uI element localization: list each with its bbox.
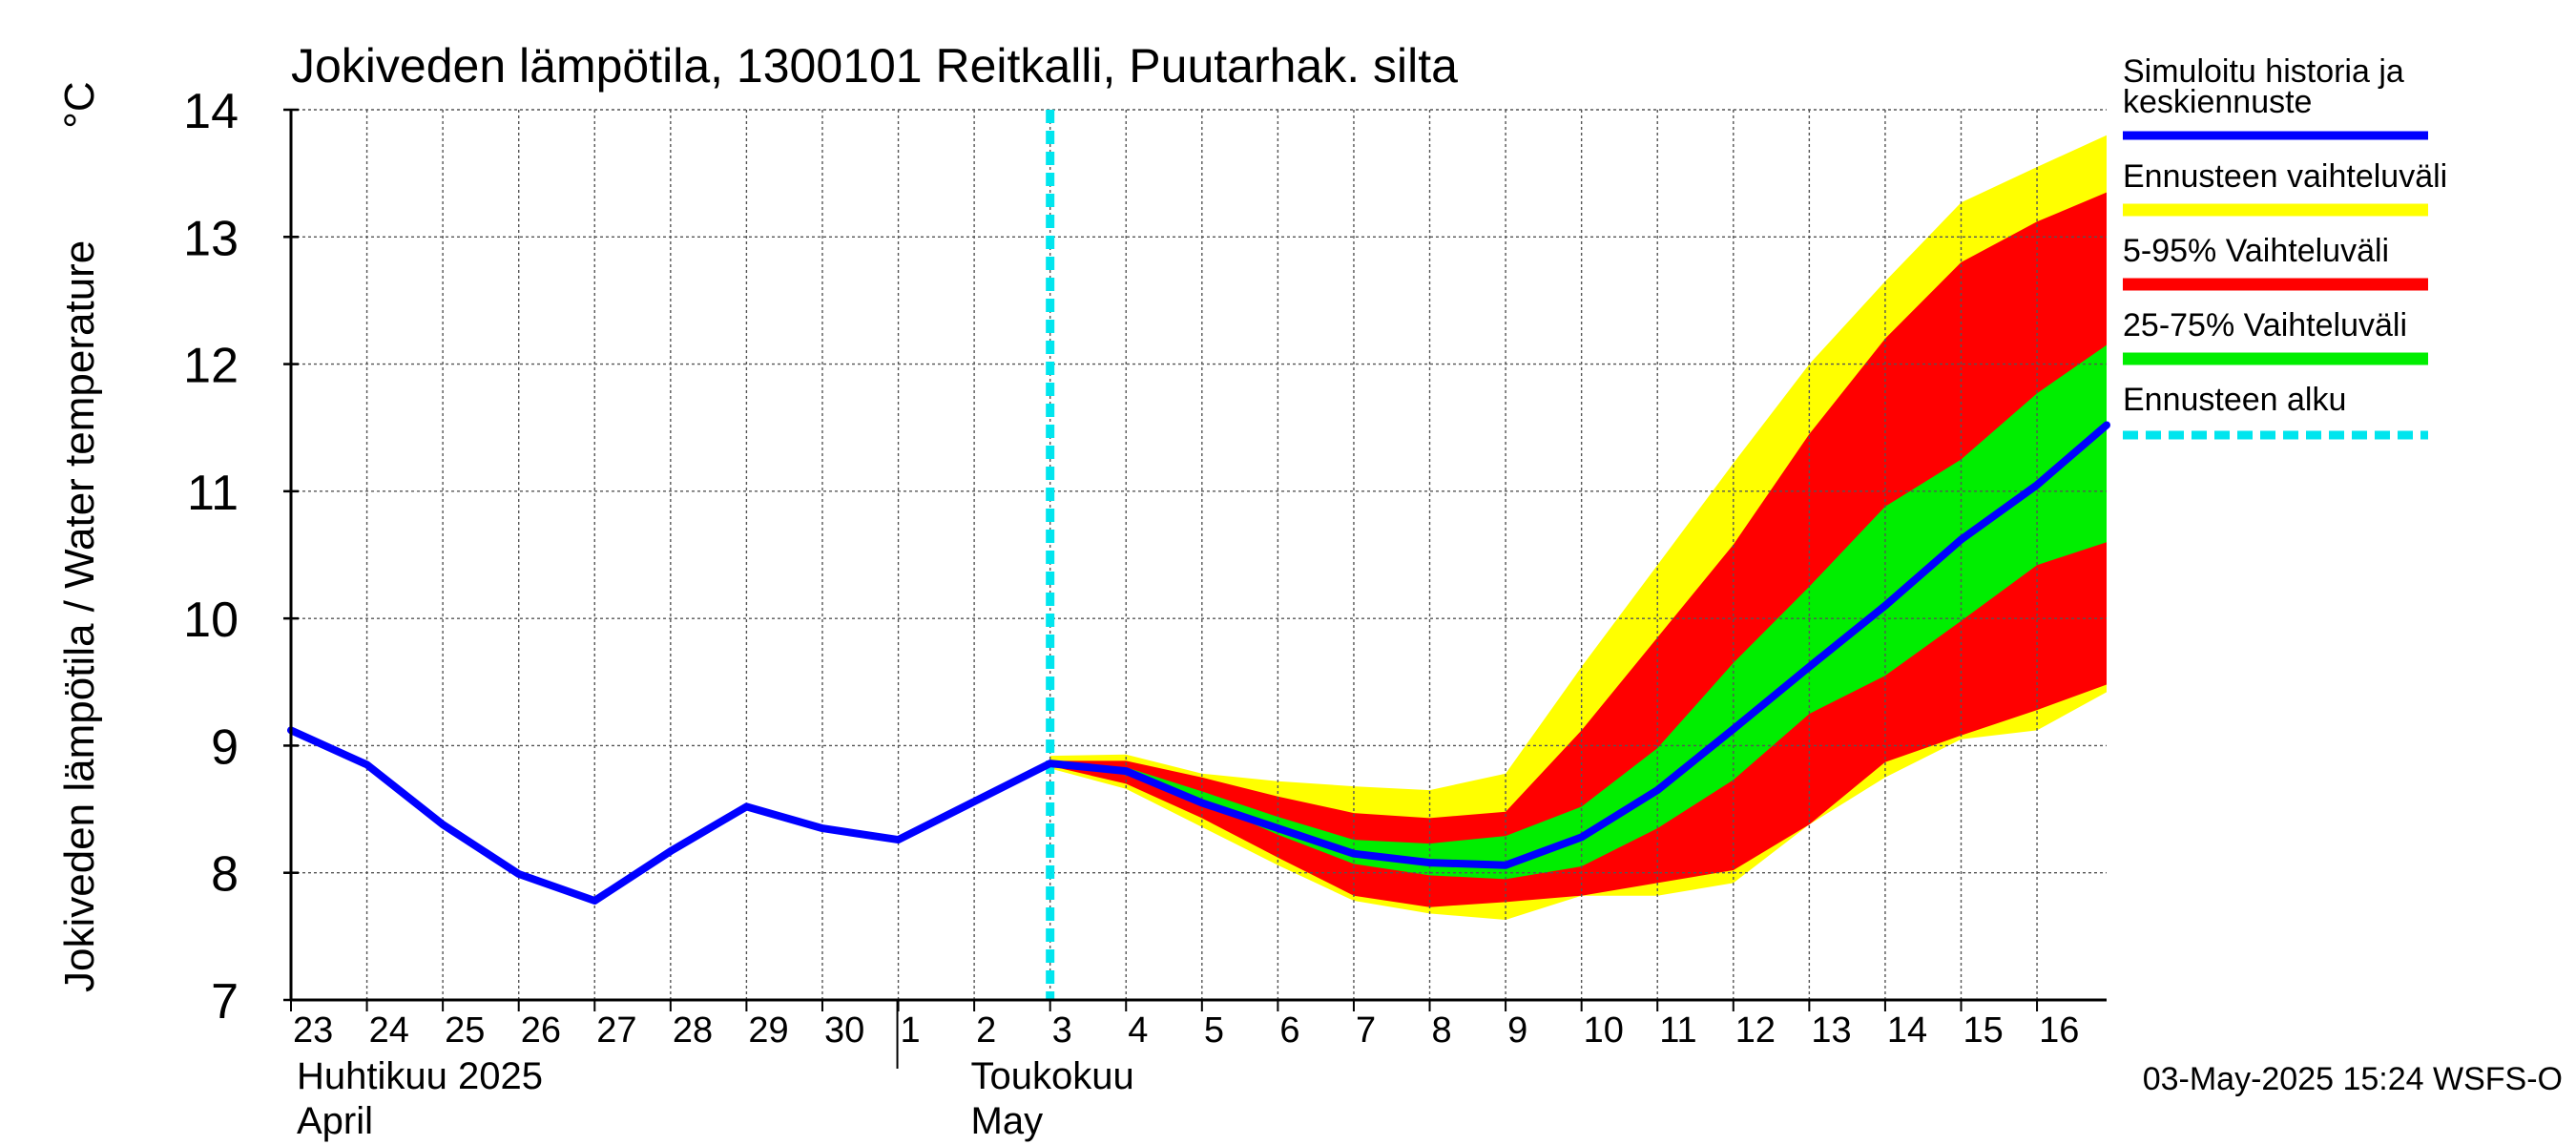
- chart-title: Jokiveden lämpötila, 1300101 Reitkalli, …: [291, 39, 1458, 93]
- x-tick-label: 1: [901, 1010, 921, 1051]
- y-tick-label: 14: [183, 84, 239, 139]
- x-tick-label: 25: [445, 1010, 485, 1051]
- month-label-fi: Huhtikuu 2025: [297, 1055, 543, 1097]
- x-tick-label: 8: [1432, 1010, 1452, 1051]
- legend-label: Ennusteen alku: [2123, 382, 2346, 418]
- legend-label: Ennusteen vaihteluväli: [2123, 158, 2447, 195]
- x-tick-label: 4: [1128, 1010, 1148, 1051]
- month-label-fi: Toukokuu: [971, 1055, 1134, 1097]
- x-tick-label: 16: [2039, 1010, 2079, 1051]
- y-tick-label: 10: [183, 593, 239, 648]
- y-tick-label: 12: [183, 339, 239, 394]
- x-tick-label: 15: [1963, 1010, 2003, 1051]
- x-tick-label: 11: [1659, 1010, 1696, 1051]
- x-tick-label: 3: [1052, 1010, 1072, 1051]
- month-label-en: May: [971, 1100, 1044, 1142]
- x-tick-label: 12: [1735, 1010, 1776, 1051]
- x-tick-label: 13: [1811, 1010, 1851, 1051]
- x-tick-label: 14: [1887, 1010, 1927, 1051]
- y-axis-unit-group: °C: [56, 81, 103, 128]
- legend-label: keskiennuste: [2123, 84, 2312, 120]
- band-2: [1049, 192, 2107, 907]
- x-tick-label: 9: [1507, 1010, 1527, 1051]
- x-tick-label: 23: [293, 1010, 333, 1051]
- legend-label: 5-95% Vaihteluväli: [2123, 233, 2389, 269]
- footer-timestamp: 03-May-2025 15:24 WSFS-O: [2143, 1061, 2563, 1097]
- y-tick-label: 8: [211, 847, 239, 903]
- x-tick-label: 30: [824, 1010, 864, 1051]
- y-tick-label: 7: [211, 974, 239, 1030]
- series-line-1: [287, 421, 2110, 905]
- x-tick-label: 2: [976, 1010, 996, 1051]
- y-tick-label: 13: [183, 211, 239, 266]
- x-tick-label: 29: [748, 1010, 788, 1051]
- x-tick-label: 10: [1584, 1010, 1624, 1051]
- y-axis-unit: °C: [56, 81, 103, 128]
- legend-label: Simuloitu historia ja: [2123, 53, 2404, 90]
- month-label-en: April: [297, 1100, 373, 1142]
- band-3: [1049, 344, 2107, 880]
- axes: [283, 108, 2107, 1069]
- forecast-bands: [1049, 135, 2107, 920]
- x-tick-label: 7: [1356, 1010, 1376, 1051]
- data-series: [287, 110, 2110, 1000]
- y-tick-label: 11: [187, 466, 239, 521]
- legend-label: 25-75% Vaihteluväli: [2123, 307, 2407, 344]
- y-axis-title-group: Jokiveden lämpötila / Water temperature: [56, 240, 103, 992]
- x-tick-label: 6: [1279, 1010, 1299, 1051]
- x-tick-label: 26: [521, 1010, 561, 1051]
- y-tick-label: 9: [211, 719, 239, 775]
- x-tick-label: 27: [596, 1010, 636, 1051]
- x-tick-label: 24: [369, 1010, 409, 1051]
- x-tick-label: 5: [1204, 1010, 1224, 1051]
- y-axis-title: Jokiveden lämpötila / Water temperature: [56, 240, 103, 992]
- x-tick-label: 28: [673, 1010, 713, 1051]
